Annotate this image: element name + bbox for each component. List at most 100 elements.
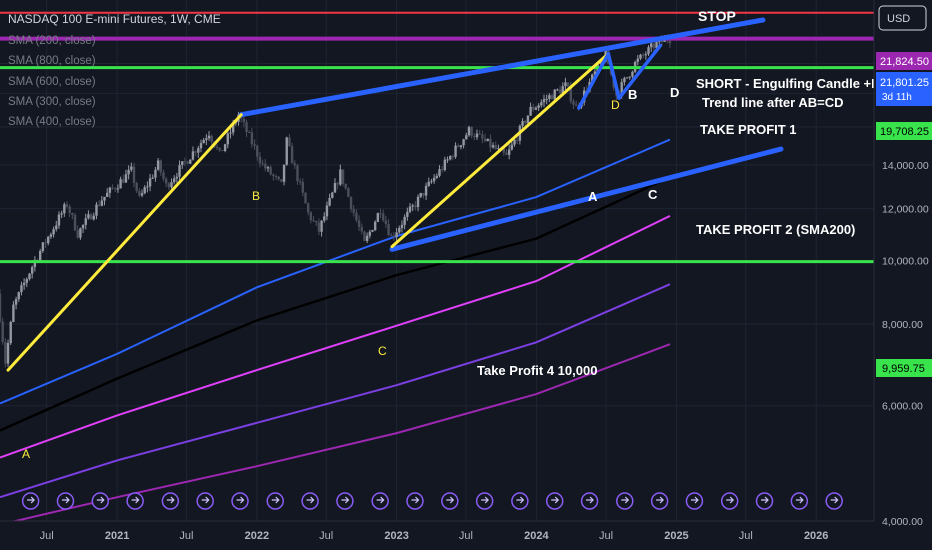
candle-body	[164, 178, 168, 184]
candle-body	[312, 220, 315, 222]
candle-body	[341, 169, 345, 184]
candle-body	[446, 159, 449, 161]
candle-body	[406, 211, 409, 217]
pattern-label-a-first: A	[22, 447, 30, 461]
price-tick-label: 12,000.00	[882, 204, 929, 216]
candle-body	[124, 174, 128, 183]
candle-body	[505, 152, 508, 155]
event-marker-ring	[21, 492, 40, 510]
event-marker-icon	[301, 492, 319, 510]
price-axis-panel: 4,000.00 6,000.00 8,000.00 10,000.00 12,000.…	[873, 0, 932, 550]
candle-body	[521, 121, 524, 126]
event-marker-ring	[685, 492, 704, 510]
candle-body	[114, 188, 117, 190]
event-marker-icon	[336, 492, 354, 510]
candle-body	[175, 176, 179, 179]
event-marker-ring	[755, 492, 774, 510]
candle-body	[55, 225, 58, 230]
event-marker-ring	[336, 492, 354, 510]
candle-body	[553, 89, 556, 100]
candle-body	[1, 321, 4, 343]
candle-body	[467, 127, 471, 136]
stop-price-tag	[876, 52, 932, 70]
candle-body	[261, 163, 264, 165]
candle-body	[264, 163, 267, 169]
candle-body	[347, 188, 350, 197]
candle-body	[52, 229, 55, 235]
candle-body	[215, 146, 219, 148]
candle-body	[398, 227, 401, 233]
tp4-price-label: 9,959.75	[882, 363, 925, 375]
candle-body	[636, 58, 639, 62]
candle-body	[424, 185, 428, 196]
candle-body	[9, 321, 12, 344]
candle-body	[454, 145, 457, 157]
event-marker-ring	[580, 492, 599, 510]
candle-body	[71, 213, 74, 215]
event-marker-arrow	[726, 496, 735, 504]
event-marker-icon	[580, 492, 599, 510]
candle-body	[323, 216, 326, 221]
event-marker-ring	[266, 492, 285, 510]
event-marker-ring	[126, 492, 144, 510]
candle-body	[258, 156, 262, 164]
candle-body	[507, 149, 511, 155]
candle-body	[558, 89, 562, 93]
tp4-annotation: Take Profit 4 10,000	[477, 363, 597, 378]
time-tick-label: 2025	[664, 530, 688, 542]
event-marker-icon	[650, 492, 669, 510]
candle-body	[256, 145, 259, 157]
candle-body	[473, 136, 476, 138]
candle-body	[440, 169, 444, 171]
candle-body	[363, 231, 366, 241]
event-marker-arrow	[411, 496, 420, 504]
candle-body	[191, 151, 195, 160]
event-marker-ring	[616, 492, 634, 510]
candle-body	[76, 230, 79, 238]
candle-body	[148, 178, 152, 187]
candle-body	[17, 292, 20, 300]
candle-body	[540, 102, 543, 106]
currency-button-label[interactable]: USD	[887, 13, 910, 25]
candle-body	[556, 89, 559, 91]
candle-body	[537, 105, 540, 108]
time-tick-label: 2021	[105, 530, 129, 542]
candle-body	[250, 132, 254, 145]
indicator-sma-400: SMA (400, close)	[8, 116, 96, 128]
candle-body	[127, 169, 130, 175]
candle-body	[218, 147, 221, 150]
candle-body	[97, 204, 101, 206]
sma-line-300	[0, 176, 671, 432]
currency-button-box[interactable]	[878, 5, 927, 31]
candle-body	[25, 279, 28, 283]
candle-body	[81, 224, 85, 229]
candle-body	[438, 169, 441, 176]
event-marker-icon	[21, 492, 40, 510]
stop-price-label: 21,824.50	[880, 56, 929, 68]
candle-body	[510, 144, 514, 150]
price-tick-label: 14,000.00	[882, 160, 929, 172]
ab-leg-3	[577, 51, 611, 110]
indicator-sma-600: SMA (600, close)	[8, 76, 96, 88]
event-marker-icon	[720, 492, 739, 510]
event-marker-icon	[196, 492, 214, 510]
event-marker-arrow	[551, 496, 560, 504]
candle-body	[162, 172, 165, 179]
candle-body	[317, 222, 321, 232]
event-marker-ring	[196, 492, 214, 510]
last-price-label: 21,801.25	[880, 77, 929, 89]
event-marker-icon	[371, 492, 389, 510]
currency-button[interactable]: USD	[878, 5, 927, 31]
event-marker-ring	[790, 492, 809, 510]
candle-body	[105, 192, 109, 197]
candle-body	[154, 169, 157, 178]
event-marker-icon	[126, 492, 144, 510]
event-marker-ring	[161, 492, 180, 510]
candle-body	[199, 143, 203, 149]
event-marker-icon	[231, 492, 249, 510]
candle-body	[172, 178, 176, 183]
tp2-annotation: TAKE PROFIT 2 (SMA200)	[696, 222, 855, 237]
candle-body	[315, 220, 318, 223]
